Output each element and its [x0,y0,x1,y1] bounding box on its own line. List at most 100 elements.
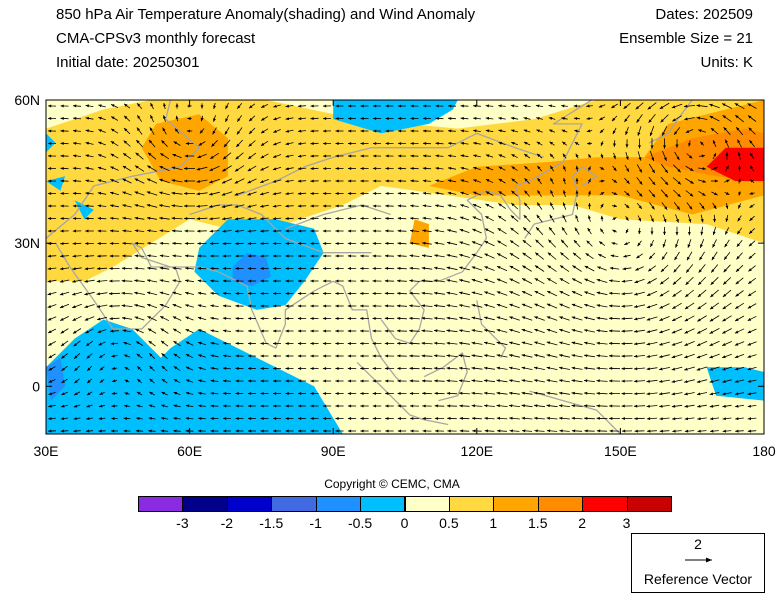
wind-arrow-head [161,404,165,408]
wind-arrow-head [122,166,127,169]
wind-arrow-head [234,192,239,196]
wind-arrow-head [636,255,640,259]
wind-arrow-head [609,341,613,345]
wind-arrow-head [248,367,252,370]
wind-arrow-head [185,354,190,357]
wind-arrow-head [222,180,226,184]
wind-arrow-head [72,254,76,258]
cool-small-a [74,200,94,220]
wind-arrow-head [422,417,426,420]
wind-arrow-head [423,117,427,120]
wind-arrow-head [260,417,264,420]
wind-arrow-head [347,292,351,295]
colorbar-label: -2 [220,515,234,531]
wind-arrow-head [735,429,739,433]
wind-arrow-head [664,193,668,198]
wind-arrow-head [398,154,402,158]
wind-arrow-head [298,404,302,408]
wind-arrow-head [651,169,655,173]
coastline-8 [648,100,693,144]
wind-arrow-head [372,167,377,170]
wind-arrow-head [698,269,702,273]
wind-arrow-head [423,104,427,108]
wind-arrow-head [298,392,302,395]
model-name: CMA-CPSv3 monthly forecast [56,30,256,47]
wind-arrow-head [646,417,651,421]
wind-arrow-head [159,204,163,208]
wind-arrow-head [310,267,314,270]
wind-arrow-head [563,190,566,194]
wind-arrow-head [675,244,678,248]
wind-arrow-head [725,191,730,195]
wind-arrow-head [61,379,65,383]
wind-arrow-head [60,104,64,108]
wind-arrow-head [285,229,289,233]
wind-arrow-head [634,392,638,396]
wind-arrow-head [471,354,475,358]
wind-arrow-head [626,192,630,196]
wind-arrow-head [659,305,664,309]
wind-arrow-head [235,156,239,160]
wind-arrow-head [702,167,706,171]
wind-arrow-head [635,267,639,271]
wind-arrow-head [159,279,164,283]
wind-arrow-head [511,190,515,194]
wind-arrow-head [712,244,716,248]
wind-arrow-head [638,205,642,209]
wind-arrow-head [260,342,264,345]
wind-arrow-head [609,266,614,270]
wind-arrow-head [221,192,226,196]
wind-arrow-head [72,179,77,183]
wind-arrow-head [161,378,166,382]
wind-arrow-head [612,229,616,233]
wind-arrow-head [96,279,101,283]
wind-arrow-head [273,417,277,420]
wind-arrow-head [85,204,89,208]
wind-arrow-head [397,341,401,345]
wind-arrow-head [134,204,139,207]
wind-arrow-head [700,141,704,145]
wind-arrow-head [237,118,241,122]
wind-arrow-head [171,166,176,170]
wind-arrow-head [160,429,165,433]
wind-arrow-head [273,117,277,121]
wind-arrow-head [423,154,427,158]
wind-arrow-head [735,392,739,396]
wind-arrow-head [124,103,128,107]
cool-pacific [706,367,764,401]
wind-arrow-head [137,103,141,107]
wind-arrow-head [696,116,701,120]
wind-arrow-head [322,229,327,233]
wind-arrow-head [688,219,692,223]
wind-arrow-head [713,153,716,157]
wind-arrow-head [234,217,239,221]
wind-arrow-head [247,229,251,233]
wind-arrow-head [397,204,401,208]
wind-arrow-head [197,279,202,283]
wind-arrow-head [522,291,526,294]
wind-arrow-head [684,380,688,383]
wind-arrow-head [347,404,352,408]
wind-arrow-head [72,267,76,271]
wind-arrow-head [484,241,489,244]
wind-arrow-head [148,340,152,344]
wind-arrow-head [60,242,64,245]
wind-arrow-head [460,204,464,207]
wind-arrow-head [584,404,588,408]
wind-arrow-head [434,341,438,345]
wind-arrow-head [560,265,564,269]
wind-arrow-head [473,191,477,195]
wind-arrow-head [85,116,89,120]
wind-arrow-head [524,202,528,207]
wind-arrow-head [260,267,264,270]
wind-arrow-head [161,353,165,357]
wind-arrow-head [659,342,663,346]
colorbar-swatch [537,496,584,512]
wind-arrow-head [72,317,77,321]
wind-arrow-head [96,292,100,296]
wind-arrow-head [97,204,102,208]
wind-arrow-head [522,278,526,282]
colorbar-swatch [182,496,228,512]
wind-arrow-head [723,281,727,285]
wind-arrow-head [521,328,526,332]
